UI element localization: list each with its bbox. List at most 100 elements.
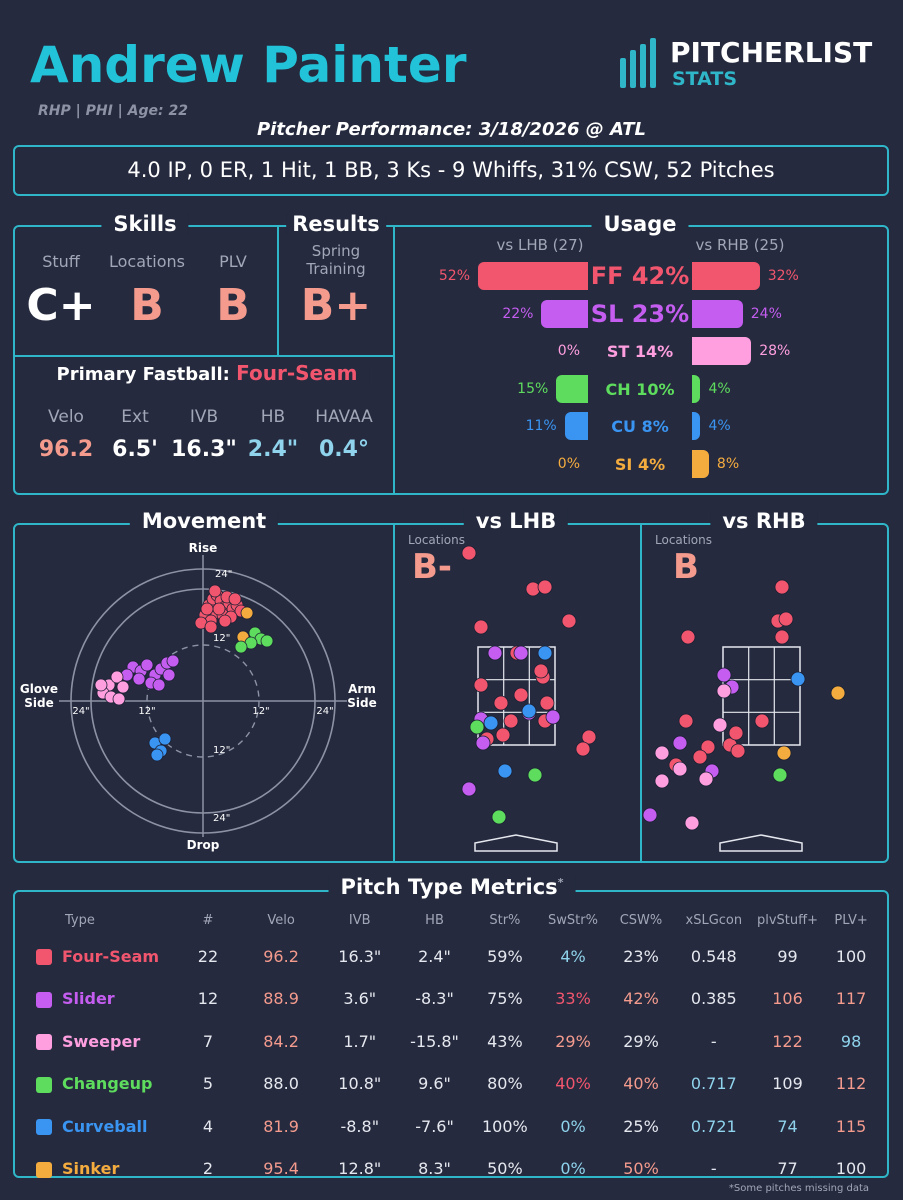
- metric-hb: -7.6": [415, 1116, 454, 1136]
- pitch-dot: [654, 745, 670, 761]
- pitch-dot: [473, 619, 489, 635]
- metric-type: Four-Seam: [30, 935, 175, 978]
- pitch-dot: [537, 579, 553, 595]
- metric-velo: 88.9: [263, 989, 299, 1009]
- header-count: #: [202, 912, 214, 928]
- metric-stuff: 77: [777, 1159, 798, 1179]
- usage-bar-rhb: [692, 412, 701, 440]
- metric-velo: 88.0: [263, 1074, 299, 1094]
- metric-stuff: 74: [777, 1116, 798, 1136]
- usage-lhb-value: 52%: [438, 268, 470, 284]
- skill-grade-plv: B: [216, 280, 250, 331]
- label-arm-side: Side: [347, 696, 376, 710]
- pitch-dot: [116, 680, 130, 694]
- metric-type: Sweeper: [30, 1020, 175, 1063]
- results-label-training: Training: [306, 260, 366, 278]
- pitch-dot: [672, 735, 688, 751]
- movement-rings: [59, 555, 347, 837]
- metric-swstr: 29%: [555, 1031, 591, 1051]
- pitcherlist-logo: PITCHERLIST STATS: [618, 36, 888, 92]
- metric-plv: 112: [835, 1074, 867, 1094]
- pitch-dot: [166, 654, 180, 668]
- skills-results-usage-panel: [13, 225, 889, 495]
- pitch-color-swatch: [36, 991, 52, 1008]
- summary-box: 4.0 IP, 0 ER, 1 Hit, 1 BB, 3 Ks - 9 Whif…: [13, 145, 889, 196]
- metric-xslg: 0.385: [690, 989, 737, 1009]
- usage-bar-lhb: [478, 262, 588, 290]
- metric-ivb: 12.8": [338, 1159, 382, 1179]
- header-plvstuff: plvStuff+: [757, 912, 818, 928]
- pitch-dot: [772, 767, 788, 783]
- metric-velo: 81.9: [263, 1116, 299, 1136]
- metric-str: 100%: [482, 1116, 528, 1136]
- label-arm: Arm: [348, 682, 376, 696]
- usage-title: Usage: [591, 212, 689, 236]
- pitch-dot: [240, 606, 254, 620]
- metric-hb: 8.3": [418, 1159, 451, 1179]
- usage-bar-rhb: [692, 299, 743, 328]
- metric-plv: 117: [835, 989, 867, 1009]
- pitch-dot: [698, 771, 714, 787]
- pitch-dot: [774, 629, 790, 645]
- metrics-row: Sweeper 7 84.2 1.7" -15.8" 43% 29% 29% - 122 98: [30, 1020, 880, 1063]
- rhb-dots: [642, 579, 846, 831]
- lhb-locations-label: Locations: [408, 533, 466, 547]
- pitch-dot: [678, 713, 694, 729]
- skill-grade-stuff: C+: [26, 280, 96, 331]
- pitch-dot: [684, 815, 700, 831]
- pitch-dot: [561, 613, 577, 629]
- metrics-row: Slider 12 88.9 3.6" -8.3" 75% 33% 42% 0.385 106 11…: [30, 978, 880, 1021]
- pitch-dot: [228, 592, 242, 606]
- label-drop: Drop: [187, 838, 220, 852]
- pitch-dot: [140, 658, 154, 672]
- pitch-dot: [483, 715, 499, 731]
- metric-csw: 42%: [623, 989, 659, 1009]
- metrics-title: Pitch Type Metrics*: [328, 875, 576, 899]
- skill-grade-locations: B: [130, 280, 164, 331]
- metric-hb: 9.6": [418, 1074, 451, 1094]
- fb-value-hb: 2.4": [247, 437, 299, 462]
- metrics-title-mark: *: [557, 876, 564, 889]
- pitch-dot: [539, 695, 555, 711]
- fb-label-ivb: IVB: [189, 407, 219, 427]
- header-csw: CSW%: [619, 912, 663, 928]
- pitch-dot: [208, 584, 222, 598]
- pitch-dot: [680, 629, 696, 645]
- metric-ivb: -8.8": [340, 1116, 380, 1136]
- pitch-dot: [513, 645, 529, 661]
- usage-rhb-label: vs RHB (25): [695, 236, 785, 254]
- pitch-color-swatch: [36, 1034, 52, 1051]
- skills-title: Skills: [101, 212, 189, 236]
- pitch-dot: [527, 767, 543, 783]
- movement-title: Movement: [129, 509, 279, 533]
- metric-velo: 96.2: [263, 946, 299, 966]
- usage-rhb-value: 24%: [750, 305, 782, 322]
- metrics-row: Four-Seam 22 96.2 16.3" 2.4" 59% 4% 23% 0.548 99 1…: [30, 935, 880, 978]
- tick-12-left: 12": [138, 706, 155, 717]
- divider-fastball: [14, 355, 394, 357]
- performance-subtitle: Pitcher Performance: 3/18/2026 @ ATL: [256, 119, 647, 140]
- label-glove-side: Side: [24, 696, 53, 710]
- metric-count: 5: [202, 1074, 214, 1094]
- metric-swstr: 0%: [560, 1159, 586, 1179]
- metric-count: 7: [202, 1031, 214, 1051]
- bar-chart-icon: [620, 38, 656, 88]
- usage-bar-rhb: [692, 374, 701, 403]
- usage-pitch-label: CH 10%: [605, 379, 675, 399]
- header-ivb: IVB: [348, 912, 371, 928]
- pitch-dot: [545, 709, 561, 725]
- divider-movement: [393, 524, 395, 862]
- metric-count: 4: [202, 1116, 214, 1136]
- fb-label-havaa: HAVAA: [315, 407, 373, 427]
- usage-pitch-label: SI 4%: [614, 454, 666, 474]
- usage-bar-rhb: [692, 262, 760, 290]
- usage-pitch-label: ST 14%: [606, 342, 674, 361]
- movement-dots: [94, 584, 274, 762]
- metrics-body: Four-Seam 22 96.2 16.3" 2.4" 59% 4% 23% 0.548 99 1…: [30, 935, 880, 1190]
- metric-count: 2: [202, 1159, 214, 1179]
- metric-stuff: 106: [772, 989, 803, 1009]
- pitch-type-name: Curveball: [62, 1116, 148, 1136]
- metrics-row: Sinker 2 95.4 12.8" 8.3" 50% 0% 50% - 77 100: [30, 1148, 880, 1191]
- usage-pitch-label: SL 23%: [590, 299, 690, 328]
- header-xslgcon: xSLGcon: [685, 912, 743, 928]
